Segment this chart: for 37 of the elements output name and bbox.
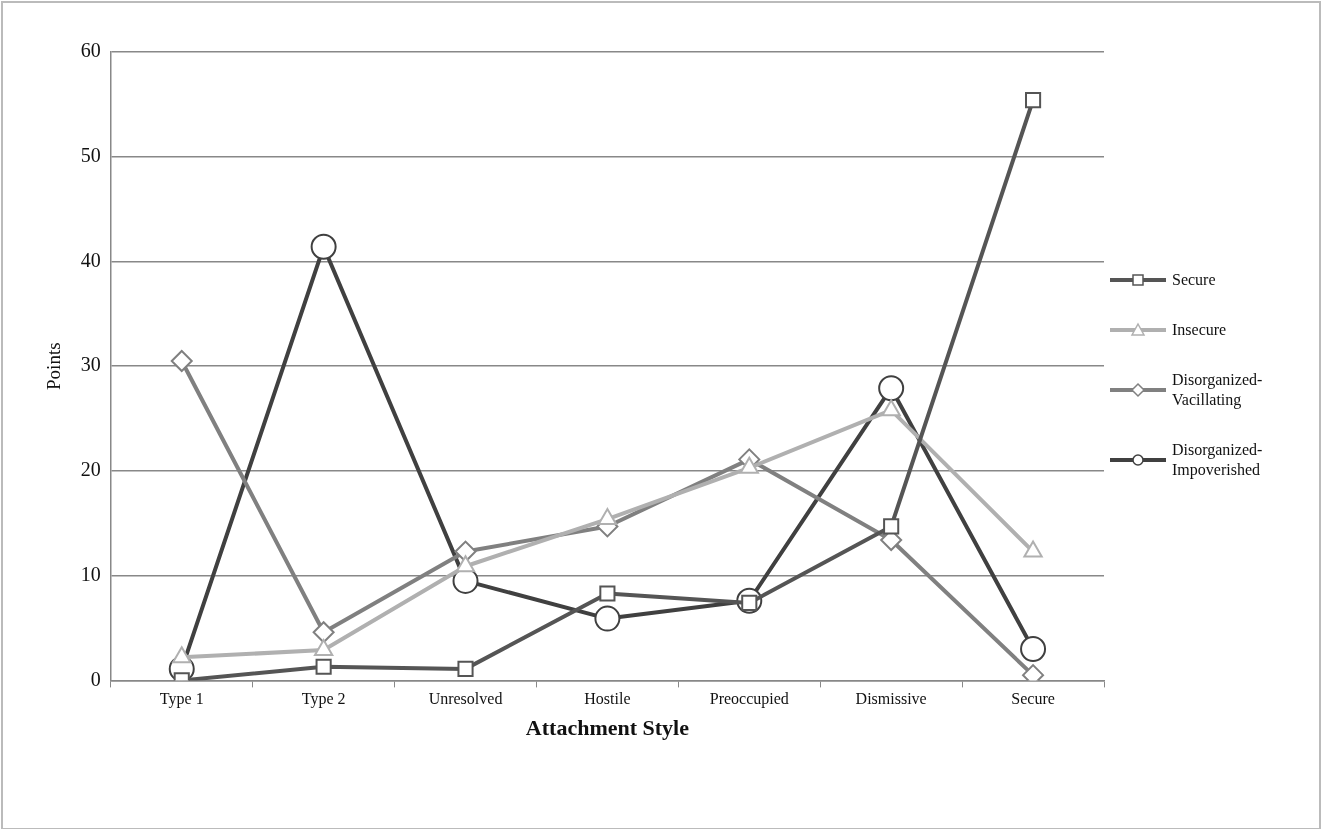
point xyxy=(881,399,901,417)
x-tick-label: Type 1 xyxy=(159,690,204,709)
y-tick-label: 10 xyxy=(80,562,101,585)
x-tick-label: Dismissive xyxy=(855,690,927,708)
y-tick-label: 20 xyxy=(80,458,101,481)
point xyxy=(315,658,332,675)
x-tick-label: Preoccupied xyxy=(709,690,789,709)
point xyxy=(313,639,334,657)
legend-label: Insecure xyxy=(1172,320,1228,340)
legend-label: Disorganized-Impoverished xyxy=(1172,440,1264,480)
x-tick-label: Hostile xyxy=(584,690,631,708)
y-tick-label: 40 xyxy=(80,248,101,271)
x-tick-label: Unresolved xyxy=(428,690,503,708)
point xyxy=(594,605,621,632)
y-tick-label: 50 xyxy=(80,143,101,166)
point xyxy=(310,233,337,260)
legend-label: Disorganized-Vacillating xyxy=(1172,370,1264,410)
point xyxy=(1020,635,1047,662)
x-tick-label: Type 2 xyxy=(301,690,346,709)
point xyxy=(172,646,192,664)
y-tick-label: 0 xyxy=(90,667,101,690)
point xyxy=(878,375,905,402)
point xyxy=(599,585,616,602)
x-tick-label: Secure xyxy=(1011,690,1055,708)
point xyxy=(883,518,900,535)
point xyxy=(1024,92,1042,109)
point xyxy=(455,555,476,573)
y-tick-label: 30 xyxy=(80,353,101,376)
y-tick-label: 60 xyxy=(80,39,101,62)
legend-label: Secure xyxy=(1172,270,1217,290)
point xyxy=(170,349,193,372)
point xyxy=(312,621,335,644)
x-axis-title: Attachment Style xyxy=(525,715,690,741)
y-axis-title: Points xyxy=(43,342,65,390)
point xyxy=(457,660,474,677)
point xyxy=(1023,540,1043,558)
point xyxy=(597,508,618,526)
